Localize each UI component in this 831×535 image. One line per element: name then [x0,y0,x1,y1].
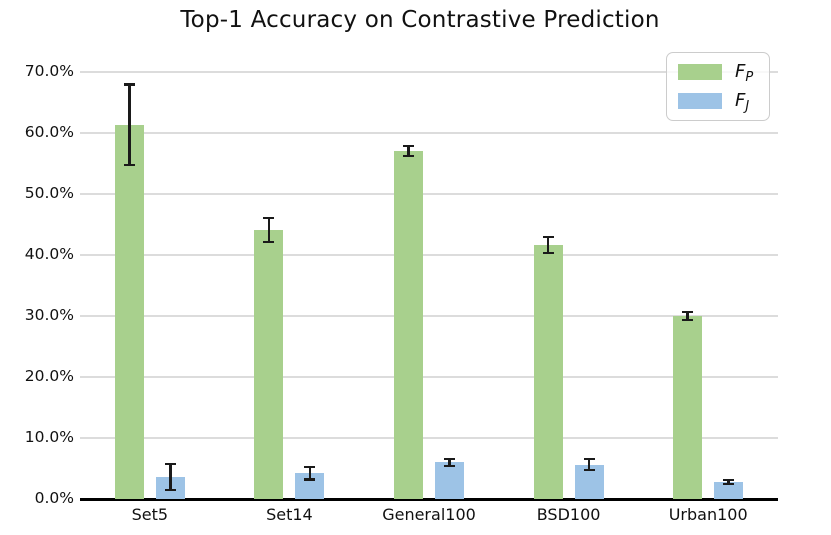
error-bar [448,458,451,467]
error-bar [267,217,271,243]
gridline [80,315,778,317]
error-bar [686,311,689,321]
error-bar-cap [304,478,316,481]
error-bar [546,236,550,253]
bar-F_P-BSD100 [533,244,563,499]
error-bar-cap [682,319,694,322]
error-bar [727,480,730,484]
x-axis-line [80,498,778,501]
error-bar-cap [403,144,414,148]
chart-title: Top-1 Accuracy on Contrastive Prediction [180,7,660,33]
gridline [80,71,778,74]
error-bar-cap [164,463,176,466]
x-tick-label-General100: General100 [382,505,476,524]
error-bar-cap [583,469,595,472]
legend-entry-F_J: FJ [678,90,757,114]
error-bar-cap [444,457,455,460]
legend-swatch-F_P [678,64,722,80]
bar-F_J-Urban100 [714,481,744,499]
error-bar-cap [123,83,135,86]
error-bar-cap [304,466,316,469]
error-bar [308,467,312,480]
y-tick-label: 20.0% [24,367,74,386]
error-bar-cap [263,216,275,220]
error-bar-cap [583,458,595,461]
bar-F_P-Set5 [114,124,144,499]
error-bar-cap [542,235,554,238]
legend-label-F_P: FP [735,61,754,85]
gridline [80,376,778,378]
y-tick-label: 0.0% [34,489,74,507]
x-tick-label-Urban100: Urban100 [668,505,748,524]
error-bar-cap [723,479,735,482]
error-bar-cap [444,464,455,468]
x-tick-label-Set5: Set5 [131,505,169,524]
y-tick-label: 70.0% [24,62,74,81]
error-bar [407,146,410,156]
bar-F_P-Urban100 [673,316,703,499]
legend-entry-F_P: FP [678,61,757,85]
y-tick-label: 50.0% [24,184,74,203]
gridline [80,437,778,439]
legend-swatch-F_J [678,93,722,109]
gridline [80,132,778,134]
bar-F_P-General100 [394,150,423,499]
bar-F_J-General100 [435,462,464,499]
error-bar-cap [542,251,554,254]
y-tick-label: 60.0% [24,123,74,142]
y-tick-label: 10.0% [24,428,74,447]
x-tick-label-BSD100: BSD100 [536,505,601,524]
error-bar-cap [723,482,735,485]
y-tick-label: 30.0% [24,306,74,325]
bar-F_P-Set14 [254,230,284,499]
error-bar-cap [403,154,414,157]
error-bar-cap [164,488,176,491]
error-bar-cap [123,163,135,166]
y-tick-label: 40.0% [24,245,74,264]
x-tick-label-Set14: Set14 [266,505,313,524]
error-bar-cap [682,310,694,313]
error-bar [587,459,591,471]
gridline [80,254,778,256]
legend: FP FJ [666,52,770,121]
error-bar-cap [263,241,275,244]
legend-label-F_J: FJ [735,90,750,114]
error-bar [128,84,131,165]
gridline [80,193,778,195]
error-bar [169,464,172,490]
